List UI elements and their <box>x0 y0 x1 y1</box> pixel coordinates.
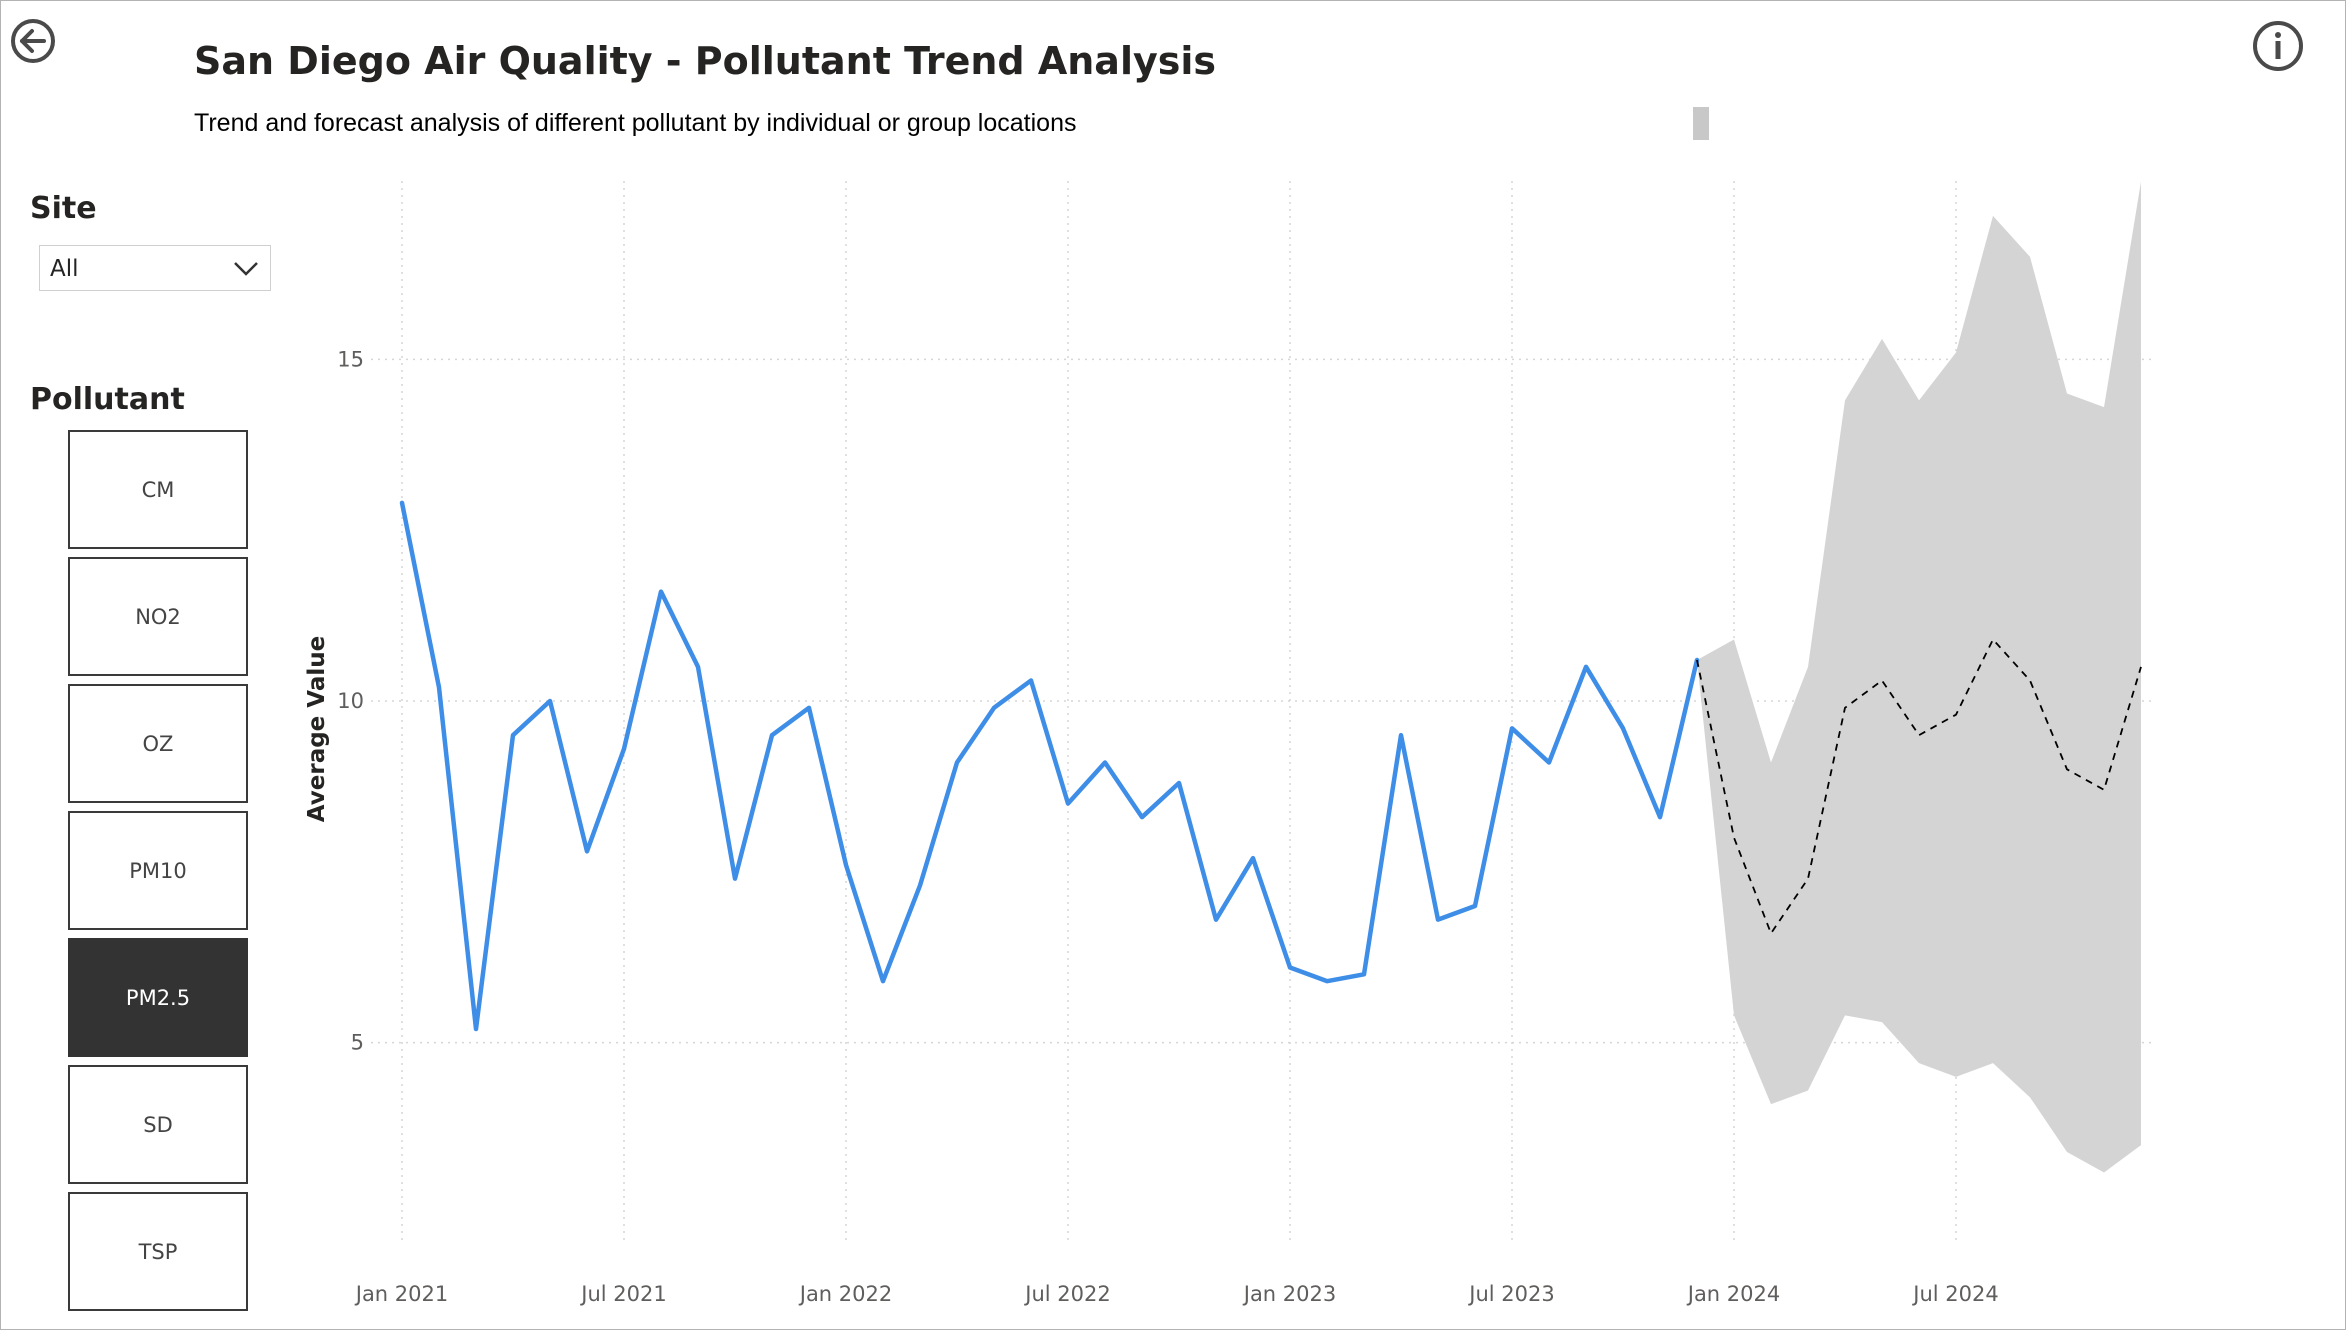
chevron-down-icon <box>232 258 260 278</box>
y-tick-label: 10 <box>337 689 364 713</box>
forecast-confidence-band <box>1697 181 2141 1173</box>
x-tick-label: Jan 2021 <box>354 1282 449 1306</box>
x-tick-label: Jul 2024 <box>1911 1282 1998 1306</box>
x-tick-label: Jul 2021 <box>579 1282 666 1306</box>
pollutant-button-oz[interactable]: OZ <box>68 684 248 803</box>
site-dropdown[interactable]: All <box>39 245 271 291</box>
x-tick-label: Jan 2022 <box>798 1282 893 1306</box>
pollutant-button-tsp[interactable]: TSP <box>68 1192 248 1311</box>
actual-series-line <box>399 500 1700 1032</box>
pollutant-button-pm25[interactable]: PM2.5 <box>68 938 248 1057</box>
trend-line-chart: 5 10 15 Jan 2021 Jul 2021 Jan 2022 Jul 2022 Jan… <box>304 181 2153 1306</box>
page-title: San Diego Air Quality - Pollutant Trend … <box>194 39 1217 83</box>
pollutant-button-sd[interactable]: SD <box>68 1065 248 1184</box>
info-icon[interactable] <box>2251 19 2305 73</box>
site-filter-label: Site <box>30 191 97 226</box>
back-arrow-icon[interactable] <box>9 17 57 65</box>
y-tick-label: 5 <box>351 1031 364 1055</box>
x-tick-label: Jan 2024 <box>1686 1282 1781 1306</box>
x-tick-label: Jul 2022 <box>1023 1282 1110 1306</box>
x-tick-label: Jan 2023 <box>1242 1282 1337 1306</box>
y-axis-title: Average Value <box>304 636 330 822</box>
y-tick-label: 15 <box>337 347 364 371</box>
gray-marker <box>1693 107 1709 140</box>
page-subtitle: Trend and forecast analysis of different… <box>194 109 1077 137</box>
pollutant-button-cm[interactable]: CM <box>68 430 248 549</box>
pollutant-button-no2[interactable]: NO2 <box>68 557 248 676</box>
forecast-series-line <box>1696 637 2142 936</box>
x-tick-label: Jul 2023 <box>1467 1282 1554 1306</box>
site-dropdown-value: All <box>50 256 79 282</box>
pollutant-filter-label: Pollutant <box>30 382 185 417</box>
pollutant-button-pm10[interactable]: PM10 <box>68 811 248 930</box>
